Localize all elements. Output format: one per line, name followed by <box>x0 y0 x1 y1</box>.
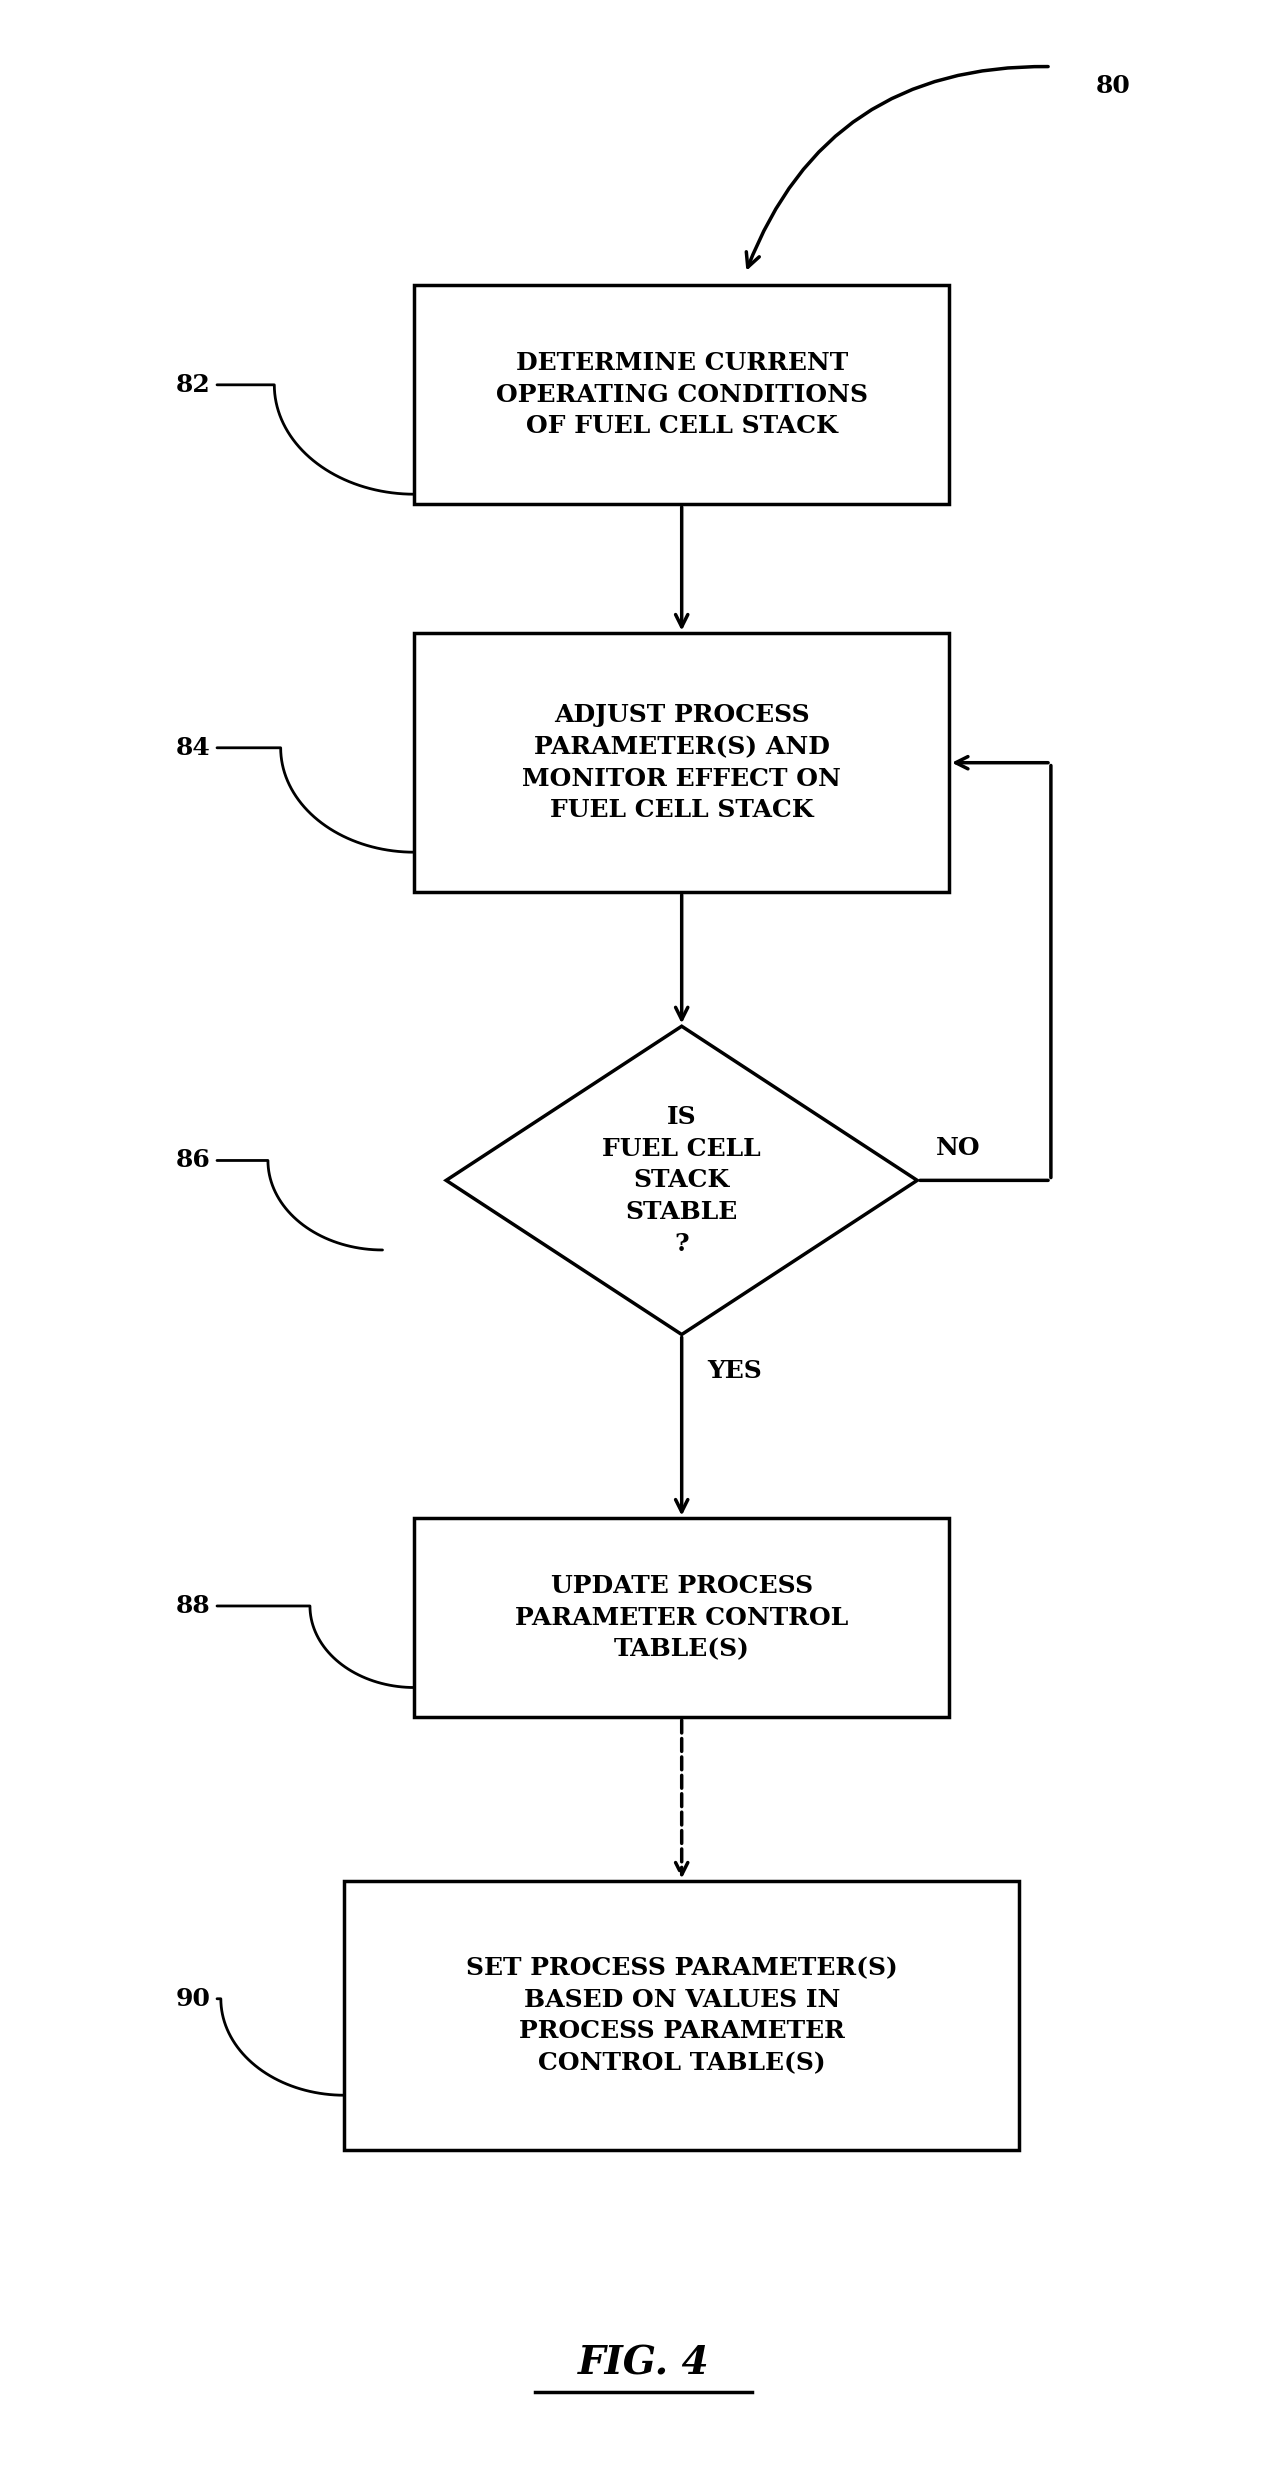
Text: 88: 88 <box>176 1594 211 1619</box>
Bar <box>414 286 949 503</box>
Text: NO: NO <box>937 1135 981 1160</box>
Text: YES: YES <box>707 1360 762 1384</box>
Text: 82: 82 <box>176 374 211 396</box>
Text: 80: 80 <box>1095 75 1130 100</box>
Bar <box>414 632 949 891</box>
Text: 84: 84 <box>176 735 211 759</box>
Text: UPDATE PROCESS
PARAMETER CONTROL
TABLE(S): UPDATE PROCESS PARAMETER CONTROL TABLE(S… <box>515 1574 848 1661</box>
Bar <box>345 1882 1019 2149</box>
Polygon shape <box>447 1026 918 1335</box>
Text: 86: 86 <box>176 1148 211 1173</box>
Text: FIG. 4: FIG. 4 <box>578 2346 709 2383</box>
Bar <box>414 1519 949 1718</box>
Text: ADJUST PROCESS
PARAMETER(S) AND
MONITOR EFFECT ON
FUEL CELL STACK: ADJUST PROCESS PARAMETER(S) AND MONITOR … <box>523 702 842 822</box>
Text: 90: 90 <box>176 1987 211 2012</box>
Text: SET PROCESS PARAMETER(S)
BASED ON VALUES IN
PROCESS PARAMETER
CONTROL TABLE(S): SET PROCESS PARAMETER(S) BASED ON VALUES… <box>466 1957 897 2074</box>
Text: DETERMINE CURRENT
OPERATING CONDITIONS
OF FUEL CELL STACK: DETERMINE CURRENT OPERATING CONDITIONS O… <box>495 351 867 438</box>
Text: IS
FUEL CELL
STACK
STABLE
?: IS FUEL CELL STACK STABLE ? <box>602 1106 761 1255</box>
